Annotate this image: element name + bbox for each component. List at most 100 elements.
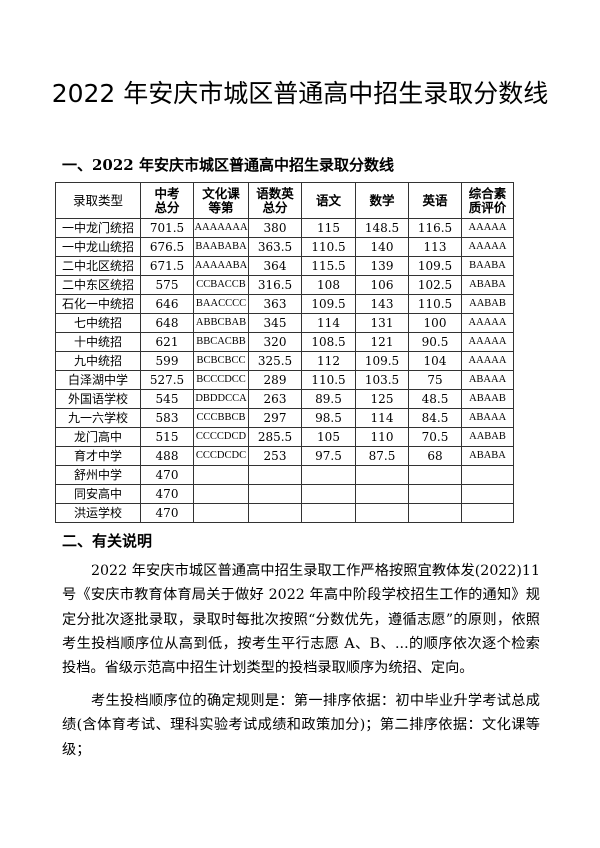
table-cell: ABAAA: [461, 370, 514, 390]
table-cell: 110: [355, 427, 409, 447]
table-cell: 527.5: [140, 370, 194, 390]
table-cell: AAAAABA: [193, 256, 249, 276]
table-cell: [193, 503, 249, 523]
table-cell: 九中统招: [55, 351, 141, 371]
table-cell: [461, 503, 514, 523]
table-cell: 108: [301, 275, 356, 295]
table-cell: AAAAA: [461, 313, 514, 333]
table-cell: [355, 465, 409, 485]
table-cell: ABAAA: [461, 408, 514, 428]
table-row: 洪运学校 470: [55, 503, 514, 523]
table-cell: AAAAA: [461, 237, 514, 257]
table-cell: 115.5: [301, 256, 356, 276]
table-cell: BAABA: [461, 256, 514, 276]
column-header: 数学: [355, 182, 409, 219]
table-cell: CCCBBCB: [193, 408, 249, 428]
table-cell: 114: [355, 408, 409, 428]
table-cell: [355, 503, 409, 523]
table-row: 白泽湖中学 527.5 BCCCDCC 289 110.5 103.5 75 ABAAA: [55, 370, 514, 390]
table-cell: 470: [140, 465, 194, 485]
column-header: 语数英 总分: [248, 182, 302, 219]
table-cell: 109.5: [408, 256, 462, 276]
table-cell: AAAAAAA: [193, 218, 249, 238]
table-cell: 143: [355, 294, 409, 314]
table-cell: [301, 484, 356, 504]
column-header: 中考 总分: [140, 182, 194, 219]
table-cell: [301, 465, 356, 485]
section-heading-notes: 二、有关说明: [62, 532, 153, 550]
table-cell: 106: [355, 275, 409, 295]
table-cell: 575: [140, 275, 194, 295]
table-cell: 105: [301, 427, 356, 447]
table-cell: [461, 465, 514, 485]
table-row: 七中统招 648 ABBCBAB 345 114 131 100 AAAAA: [55, 313, 514, 333]
column-header: 英语: [408, 182, 462, 219]
table-cell: 470: [140, 503, 194, 523]
table-cell: 545: [140, 389, 194, 409]
table-cell: AABAB: [461, 427, 514, 447]
table-cell: 110.5: [301, 237, 356, 257]
table-cell: 289: [248, 370, 302, 390]
table-cell: 116.5: [408, 218, 462, 238]
table-cell: AAAAA: [461, 332, 514, 352]
table-cell: 364: [248, 256, 302, 276]
table-cell: 113: [408, 237, 462, 257]
table-cell: 583: [140, 408, 194, 428]
table-cell: 103.5: [355, 370, 409, 390]
table-cell: ABABA: [461, 446, 514, 466]
table-cell: BAABABA: [193, 237, 249, 257]
table-cell: 140: [355, 237, 409, 257]
table-cell: 70.5: [408, 427, 462, 447]
table-cell: BCBCBCC: [193, 351, 249, 371]
table-cell: 90.5: [408, 332, 462, 352]
table-cell: [248, 484, 302, 504]
table-cell: DBDDCCA: [193, 389, 249, 409]
table-cell: CCCDCDC: [193, 446, 249, 466]
table-row: 舒州中学 470: [55, 465, 514, 485]
table-cell: 110.5: [408, 294, 462, 314]
table-cell: 102.5: [408, 275, 462, 295]
table-cell: 671.5: [140, 256, 194, 276]
table-header-row: 录取类型 中考 总分 文化课 等第 语数英 总分 语文 数学 英语 综合素 质评价: [55, 182, 514, 219]
table-cell: [301, 503, 356, 523]
table-row: 石化一中统招 646 BAACCCC 363 109.5 143 110.5 AABAB: [55, 294, 514, 314]
table-cell: 84.5: [408, 408, 462, 428]
table-cell: 515: [140, 427, 194, 447]
table-cell: 110.5: [301, 370, 356, 390]
table-cell: 139: [355, 256, 409, 276]
table-row: 同安高中 470: [55, 484, 514, 504]
table-cell: 同安高中: [55, 484, 141, 504]
table-row: 二中北区统招 671.5 AAAAABA 364 115.5 139 109.5 BAABA: [55, 256, 514, 276]
table-cell: 七中统招: [55, 313, 141, 333]
table-cell: BAACCCC: [193, 294, 249, 314]
table-cell: 701.5: [140, 218, 194, 238]
table-cell: CCCCDCD: [193, 427, 249, 447]
table-cell: 253: [248, 446, 302, 466]
table-row: 育才中学 488 CCCDCDC 253 97.5 87.5 68 ABABA: [55, 446, 514, 466]
table-cell: 363: [248, 294, 302, 314]
score-table: 录取类型 中考 总分 文化课 等第 语数英 总分 语文 数学 英语 综合素 质评价 一中龙门统…: [55, 182, 514, 523]
table-cell: 646: [140, 294, 194, 314]
table-cell: 676.5: [140, 237, 194, 257]
table-cell: 109.5: [301, 294, 356, 314]
table-cell: 121: [355, 332, 409, 352]
table-cell: 320: [248, 332, 302, 352]
table-cell: ABABA: [461, 275, 514, 295]
table-cell: [408, 465, 462, 485]
table-cell: 白泽湖中学: [55, 370, 141, 390]
table-cell: 104: [408, 351, 462, 371]
table-cell: 九一六学校: [55, 408, 141, 428]
table-row: 外国语学校 545 DBDDCCA 263 89.5 125 48.5 ABAAB: [55, 389, 514, 409]
table-cell: 488: [140, 446, 194, 466]
table-cell: [248, 465, 302, 485]
table-cell: ABBCBAB: [193, 313, 249, 333]
table-cell: 316.5: [248, 275, 302, 295]
table-cell: 48.5: [408, 389, 462, 409]
table-cell: 325.5: [248, 351, 302, 371]
table-cell: 363.5: [248, 237, 302, 257]
table-cell: 龙门高中: [55, 427, 141, 447]
column-header: 文化课 等第: [193, 182, 249, 219]
table-cell: 297: [248, 408, 302, 428]
table-cell: BCCCDCC: [193, 370, 249, 390]
table-cell: 621: [140, 332, 194, 352]
